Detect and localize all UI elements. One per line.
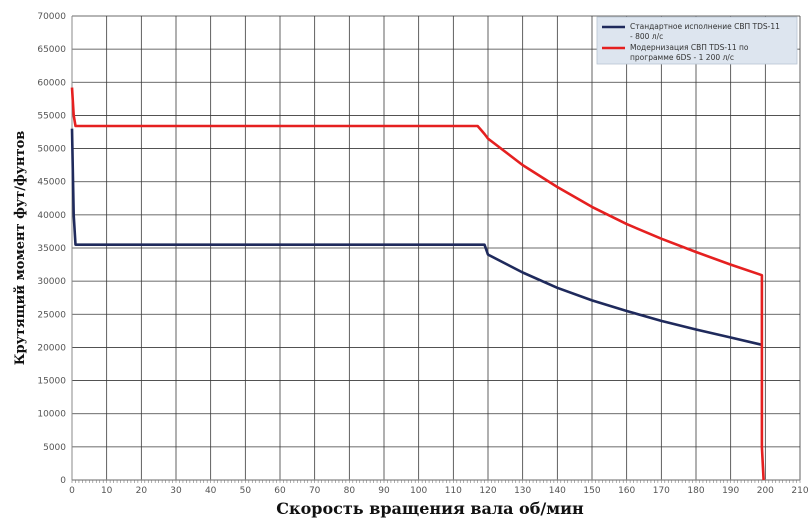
x-tick-label: 100 xyxy=(410,486,427,496)
x-tick-label: 110 xyxy=(445,486,462,496)
y-tick-label: 40000 xyxy=(37,211,66,221)
x-tick-label: 40 xyxy=(205,486,217,496)
tick-labels: 0 10 20 30 40 50 60 70 80 90 100 110 120 130 140 150 160… xyxy=(37,12,808,496)
y-tick-label: 35000 xyxy=(37,244,66,254)
y-tick-label: 10000 xyxy=(37,410,66,420)
x-tick-label: 160 xyxy=(618,486,635,496)
x-tick-label: 20 xyxy=(136,486,148,496)
y-tick-label: 5000 xyxy=(43,443,66,453)
x-tick-label: 190 xyxy=(722,486,739,496)
y-tick-label: 55000 xyxy=(37,111,66,121)
y-tick-label: 25000 xyxy=(37,310,66,320)
y-tick-label: 15000 xyxy=(37,377,66,387)
series-line-1 xyxy=(70,128,763,347)
x-tick-label: 60 xyxy=(274,486,286,496)
y-tick-label: 60000 xyxy=(37,78,66,88)
x-axis-title: Скорость вращения вала об/мин xyxy=(276,499,584,518)
x-tick-label: 90 xyxy=(378,486,390,496)
x-tick-label: 130 xyxy=(514,486,531,496)
x-tick-label: 150 xyxy=(583,486,600,496)
y-axis-title: Крутящий момент фут/фунтов xyxy=(13,131,28,366)
series-lines xyxy=(70,87,765,481)
x-tick-label: 50 xyxy=(240,486,252,496)
x-tick-label: 30 xyxy=(170,486,182,496)
legend-label-1: Стандартное исполнение СВП TDS-11- 800 л… xyxy=(630,22,780,41)
y-tick-label: 20000 xyxy=(37,343,66,353)
x-tick-label: 200 xyxy=(757,486,774,496)
y-tick-label: 30000 xyxy=(37,277,66,287)
x-tick-label: 140 xyxy=(549,486,566,496)
legend: Стандартное исполнение СВП TDS-11- 800 л… xyxy=(596,16,798,65)
y-tick-label: 0 xyxy=(60,476,66,486)
x-tick-label: 80 xyxy=(344,486,356,496)
x-tick-label: 170 xyxy=(653,486,670,496)
x-tick-label: 70 xyxy=(309,486,321,496)
legend-box xyxy=(596,16,798,65)
y-tick-label: 65000 xyxy=(37,45,66,55)
x-tick-label: 10 xyxy=(101,486,113,496)
y-tick-label: 50000 xyxy=(37,145,66,155)
x-tick-label: 210 xyxy=(791,486,808,496)
y-tick-label: 45000 xyxy=(37,178,66,188)
x-tick-label: 180 xyxy=(687,486,704,496)
y-tick-label: 70000 xyxy=(37,12,66,22)
series-line-2 xyxy=(70,87,765,481)
x-tick-label: 0 xyxy=(69,486,75,496)
legend-label-2: Модернизация СВП TDS-11 по программе 6DS … xyxy=(630,43,749,62)
x-tick-label: 120 xyxy=(479,486,496,496)
